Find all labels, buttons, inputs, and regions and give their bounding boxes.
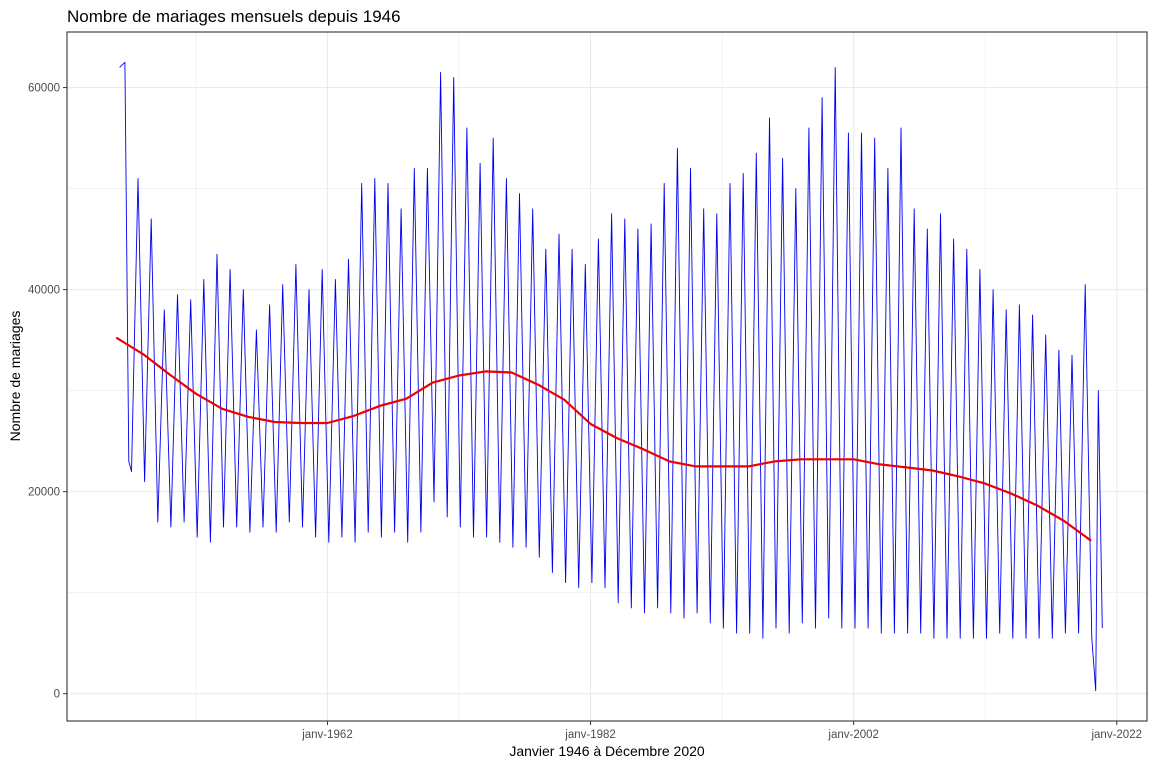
x-tick-label: janv-1982 <box>564 729 616 741</box>
series-line-trend <box>115 337 1092 542</box>
plot-panel-border <box>66 31 1148 722</box>
y-axis: 0 20000 40000 60000 <box>28 83 67 701</box>
x-tick-label: janv-2002 <box>827 729 879 741</box>
y-tick-label: 20000 <box>28 487 60 499</box>
plot-panel-background <box>67 32 1147 721</box>
major-gridlines <box>67 32 1147 721</box>
chart-title: Nombre de mariages mensuels depuis 1946 <box>67 7 401 26</box>
y-tick-label: 60000 <box>28 83 60 95</box>
y-tick-label: 40000 <box>28 285 60 297</box>
x-tick-label: janv-1962 <box>301 729 353 741</box>
x-axis-title: Janvier 1946 à Décembre 2020 <box>509 743 705 759</box>
x-axis: janv-1962 janv-1982 janv-2002 janv-2022 <box>301 721 1142 741</box>
y-tick-label: 0 <box>54 689 60 701</box>
x-tick-label: janv-2022 <box>1090 729 1142 741</box>
monthly-series-group <box>119 61 1103 692</box>
trend-series-group <box>115 337 1092 542</box>
y-axis-title: Nombre de mariages <box>7 311 23 442</box>
series-line-monthly <box>119 61 1103 692</box>
